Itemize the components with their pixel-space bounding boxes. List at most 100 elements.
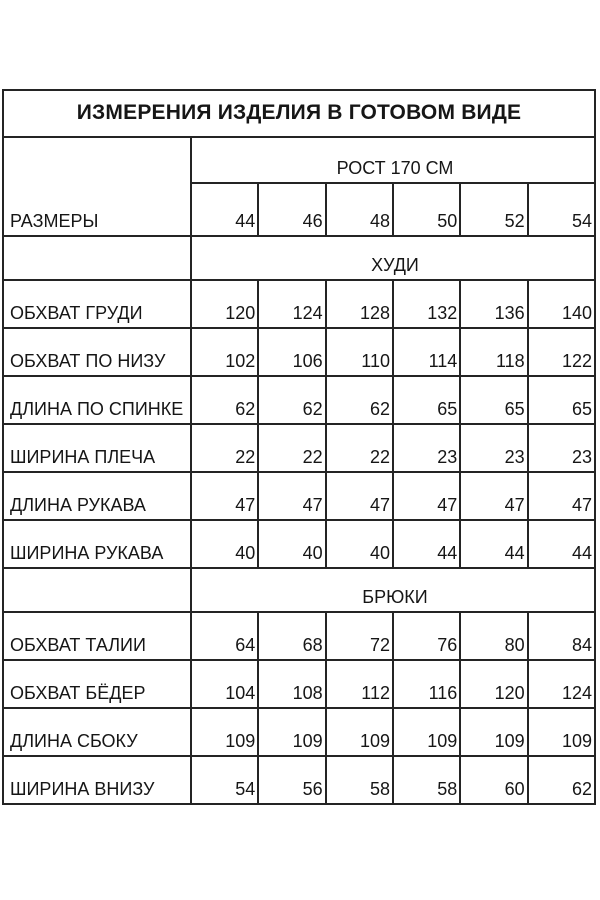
measurement-label: ОБХВАТ ПО НИЗУ <box>2 327 192 377</box>
measurement-value-cell: 84 <box>526 611 597 661</box>
measurement-value-cell: 47 <box>526 471 597 521</box>
size-value-cell: 54 <box>526 182 597 237</box>
measurement-label: ШИРИНА РУКАВА <box>2 519 192 569</box>
measurement-value-cell: 62 <box>189 375 260 425</box>
measurement-value-cell: 114 <box>391 327 462 377</box>
measurement-value-cell: 65 <box>526 375 597 425</box>
measurement-row: ШИРИНА ПЛЕЧА 22 22 22 23 23 23 <box>2 423 597 473</box>
measurement-value-cell: 23 <box>526 423 597 473</box>
measurement-value-cell: 72 <box>324 611 394 661</box>
measurement-value-cell: 80 <box>459 611 529 661</box>
measurement-value-cell: 108 <box>257 659 327 709</box>
measurement-value-cell: 116 <box>391 659 462 709</box>
measurement-value-cell: 109 <box>257 707 327 757</box>
measurement-label: ОБХВАТ ТАЛИИ <box>2 611 192 661</box>
measurement-value-cell: 22 <box>257 423 327 473</box>
measurement-value-cell: 109 <box>189 707 260 757</box>
section-spacer-cell <box>2 567 192 613</box>
measurement-value-cell: 128 <box>324 279 394 329</box>
measurement-value-cell: 118 <box>459 327 529 377</box>
measurement-label: ОБХВАТ ГРУДИ <box>2 279 192 329</box>
measurement-label: ОБХВАТ БЁДЕР <box>2 659 192 709</box>
measurement-value-cell: 44 <box>391 519 462 569</box>
title-row: ИЗМЕРЕНИЯ ИЗДЕЛИЯ В ГОТОВОМ ВИДЕ <box>2 89 596 138</box>
measurement-row: ДЛИНА РУКАВА 47 47 47 47 47 47 <box>2 471 597 521</box>
measurement-value-cell: 109 <box>459 707 529 757</box>
size-value-cell: 52 <box>459 182 529 237</box>
measurement-value-cell: 65 <box>391 375 462 425</box>
section-header: ХУДИ <box>190 235 596 281</box>
measurement-value-cell: 58 <box>324 755 394 805</box>
measurement-value-cell: 136 <box>459 279 529 329</box>
measurement-value-cell: 62 <box>257 375 327 425</box>
size-value-cell: 46 <box>257 182 327 237</box>
measurement-value-cell: 54 <box>189 755 260 805</box>
measurement-value-cell: 40 <box>324 519 394 569</box>
size-value-cell: 44 <box>189 182 260 237</box>
table-title: ИЗМЕРЕНИЯ ИЗДЕЛИЯ В ГОТОВОМ ВИДЕ <box>2 89 596 138</box>
measurement-value-cell: 44 <box>459 519 529 569</box>
measurement-value-cell: 47 <box>189 471 260 521</box>
measurement-value-cell: 104 <box>189 659 260 709</box>
measurement-value-cell: 62 <box>526 755 597 805</box>
measurement-value-cell: 56 <box>257 755 327 805</box>
measurement-row: ОБХВАТ ТАЛИИ 64 68 72 76 80 84 <box>2 611 597 661</box>
measurement-value-cell: 76 <box>391 611 462 661</box>
measurement-label: ДЛИНА СБОКУ <box>2 707 192 757</box>
size-value-cell: 50 <box>391 182 462 237</box>
measurement-value-cell: 112 <box>324 659 394 709</box>
measurement-value-cell: 58 <box>391 755 462 805</box>
sizes-label: РАЗМЕРЫ <box>2 136 192 237</box>
section-header: БРЮКИ <box>190 567 596 613</box>
section-header-row: ХУДИ <box>2 235 596 281</box>
measurement-value-cell: 60 <box>459 755 529 805</box>
measurement-value-cell: 102 <box>189 327 260 377</box>
measurement-row: ОБХВАТ ПО НИЗУ 102 106 110 114 118 122 <box>2 327 597 377</box>
measurement-row: ОБХВАТ ГРУДИ 120 124 128 132 136 140 <box>2 279 597 329</box>
size-value-cell: 48 <box>324 182 394 237</box>
measurement-value-cell: 47 <box>459 471 529 521</box>
measurement-value-cell: 40 <box>189 519 260 569</box>
measurement-value-cell: 109 <box>324 707 394 757</box>
measurement-value-cell: 23 <box>459 423 529 473</box>
measurement-value-cell: 120 <box>189 279 260 329</box>
measurement-row: ДЛИНА ПО СПИНКЕ 62 62 62 65 65 65 <box>2 375 597 425</box>
measurement-value-cell: 22 <box>324 423 394 473</box>
section-header-row: БРЮКИ <box>2 567 596 613</box>
size-table-body: ИЗМЕРЕНИЯ ИЗДЕЛИЯ В ГОТОВОМ ВИДЕ РАЗМЕРЫ… <box>2 89 597 805</box>
measurement-value-cell: 64 <box>189 611 260 661</box>
measurement-value-cell: 140 <box>526 279 597 329</box>
measurement-value-cell: 40 <box>257 519 327 569</box>
measurement-value-cell: 110 <box>324 327 394 377</box>
measurement-value-cell: 106 <box>257 327 327 377</box>
measurement-value-cell: 44 <box>526 519 597 569</box>
measurement-value-cell: 68 <box>257 611 327 661</box>
size-table: ИЗМЕРЕНИЯ ИЗДЕЛИЯ В ГОТОВОМ ВИДЕ РАЗМЕРЫ… <box>2 89 597 805</box>
measurement-row: ОБХВАТ БЁДЕР 104 108 112 116 120 124 <box>2 659 597 709</box>
measurement-label: ДЛИНА ПО СПИНКЕ <box>2 375 192 425</box>
measurement-value-cell: 62 <box>324 375 394 425</box>
measurement-value-cell: 47 <box>391 471 462 521</box>
measurement-value-cell: 124 <box>257 279 327 329</box>
measurement-value-cell: 47 <box>257 471 327 521</box>
measurement-value-cell: 109 <box>391 707 462 757</box>
measurement-value-cell: 124 <box>526 659 597 709</box>
height-header-row: РАЗМЕРЫ РОСТ 170 СМ <box>2 136 596 237</box>
measurement-value-cell: 23 <box>391 423 462 473</box>
measurement-value-cell: 120 <box>459 659 529 709</box>
measurement-value-cell: 65 <box>459 375 529 425</box>
measurement-row: ДЛИНА СБОКУ 109 109 109 109 109 109 <box>2 707 597 757</box>
measurement-value-cell: 22 <box>189 423 260 473</box>
section-spacer-cell <box>2 235 192 281</box>
sizes-row: 44 46 48 50 52 54 <box>3 182 597 237</box>
measurement-label: ШИРИНА ПЛЕЧА <box>2 423 192 473</box>
measurement-row: ШИРИНА РУКАВА 40 40 40 44 44 44 <box>2 519 597 569</box>
measurement-value-cell: 109 <box>526 707 597 757</box>
measurement-row: ШИРИНА ВНИЗУ 54 56 58 58 60 62 <box>2 755 597 805</box>
measurement-value-cell: 122 <box>526 327 597 377</box>
height-header: РОСТ 170 СМ <box>190 136 596 184</box>
measurement-label: ШИРИНА ВНИЗУ <box>2 755 192 805</box>
measurement-value-cell: 47 <box>324 471 394 521</box>
measurement-value-cell: 132 <box>391 279 462 329</box>
